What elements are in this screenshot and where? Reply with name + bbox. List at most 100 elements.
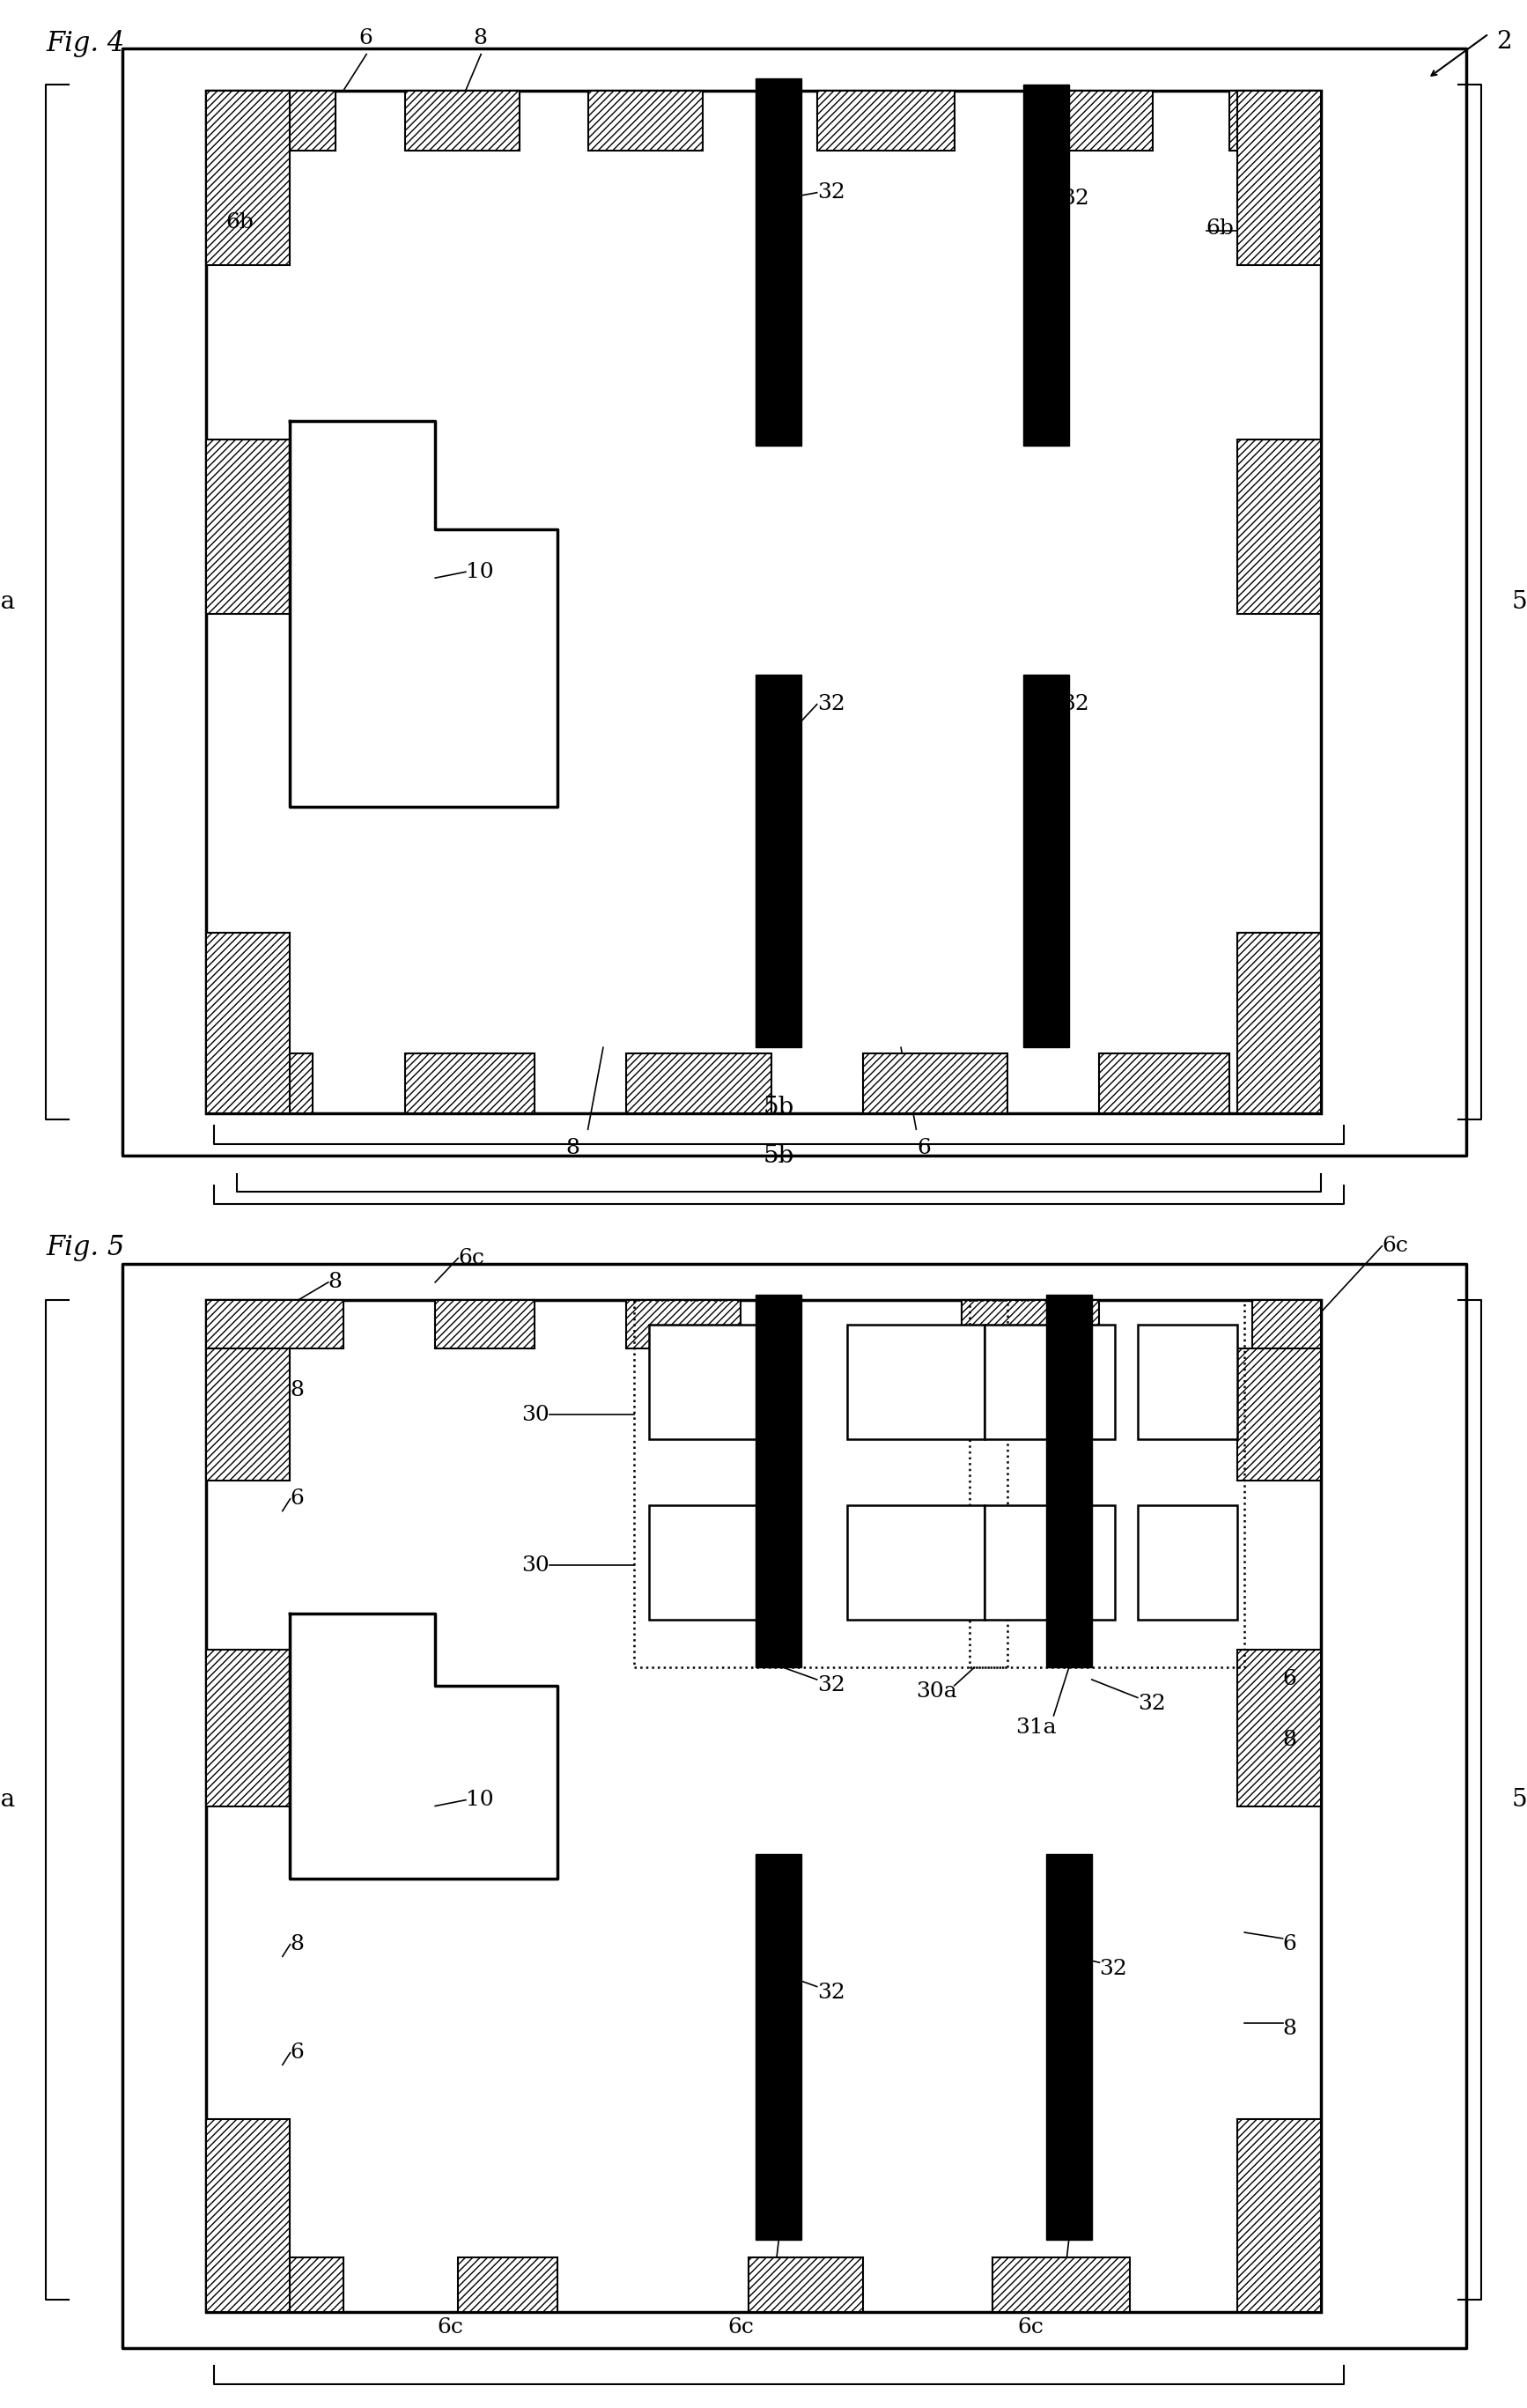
Text: 6: 6: [359, 29, 373, 48]
Bar: [649, 1324, 786, 1438]
Bar: [847, 1324, 985, 1438]
Bar: [626, 1300, 741, 1348]
Bar: [1138, 1505, 1237, 1618]
Text: 8: 8: [1283, 2018, 1296, 2040]
Text: 10: 10: [466, 1789, 493, 1811]
Bar: [206, 438, 290, 614]
Text: 30a: 30a: [916, 1681, 957, 1702]
Text: 8: 8: [290, 1934, 304, 1955]
Bar: [1237, 438, 1321, 614]
Bar: [1229, 89, 1321, 149]
Bar: [847, 1505, 985, 1618]
Text: Fig. 5: Fig. 5: [46, 1233, 124, 1262]
Bar: [634, 1300, 1008, 1666]
Bar: [962, 1300, 1099, 1348]
Text: 2: 2: [1496, 31, 1512, 53]
Text: 10: 10: [466, 561, 493, 583]
Polygon shape: [756, 77, 802, 445]
Bar: [206, 1055, 313, 1112]
Text: 32: 32: [1138, 1693, 1165, 1714]
Bar: [817, 89, 954, 149]
Text: 5a: 5a: [0, 590, 15, 614]
Bar: [206, 1300, 344, 1348]
Bar: [206, 89, 290, 265]
Text: 6: 6: [290, 2042, 304, 2064]
Bar: [985, 1505, 1115, 1618]
Text: 30: 30: [522, 1556, 550, 1575]
Bar: [588, 89, 702, 149]
Bar: [405, 1055, 534, 1112]
Text: 6c: 6c: [458, 1247, 484, 1269]
Polygon shape: [756, 1293, 802, 1666]
Bar: [863, 1055, 1008, 1112]
Text: 6c: 6c: [1017, 2316, 1044, 2338]
Polygon shape: [1023, 84, 1069, 445]
Text: 5a: 5a: [1512, 1789, 1527, 1811]
Bar: [206, 1348, 290, 1481]
Bar: [649, 1505, 786, 1618]
Bar: [748, 2259, 863, 2312]
Bar: [1237, 1649, 1321, 1806]
Text: 5a: 5a: [0, 1789, 15, 1811]
Bar: [405, 89, 519, 149]
Text: 30: 30: [522, 1404, 550, 1426]
Bar: [985, 1324, 1115, 1438]
Text: 6b: 6b: [1206, 219, 1234, 238]
Polygon shape: [1046, 1293, 1092, 1666]
Text: 5b: 5b: [764, 1096, 794, 1120]
Text: 8: 8: [290, 1380, 304, 1401]
Text: 6b: 6b: [226, 212, 253, 234]
Bar: [1099, 1055, 1229, 1112]
Bar: [206, 2119, 290, 2312]
Bar: [458, 2259, 557, 2312]
Bar: [1237, 1348, 1321, 1481]
Bar: [206, 2259, 344, 2312]
Bar: [970, 1300, 1245, 1666]
Polygon shape: [1046, 1854, 1092, 2239]
Text: 32: 32: [1061, 188, 1089, 209]
Text: 6: 6: [290, 1488, 304, 1510]
Bar: [206, 1649, 290, 1806]
Text: 8: 8: [1283, 1729, 1296, 1751]
Bar: [122, 1264, 1466, 2348]
Text: 32: 32: [1099, 1958, 1127, 1979]
Text: 8: 8: [473, 29, 487, 48]
Text: Fig. 4: Fig. 4: [46, 31, 124, 58]
Bar: [206, 932, 290, 1112]
Text: 6c: 6c: [727, 2316, 754, 2338]
Text: 31: 31: [904, 1392, 931, 1413]
Text: 6c: 6c: [1382, 1235, 1408, 1257]
Bar: [206, 89, 1321, 1112]
Text: 32: 32: [817, 694, 844, 715]
Text: 6: 6: [916, 1139, 931, 1158]
Text: 6c: 6c: [437, 2316, 464, 2338]
Bar: [206, 1300, 1321, 2312]
Text: 32: 32: [817, 183, 844, 202]
Text: 5a: 5a: [1512, 590, 1527, 614]
Text: 6: 6: [1283, 1669, 1296, 1690]
Text: 31a: 31a: [1015, 1717, 1057, 1739]
Text: 32: 32: [817, 1676, 844, 1695]
Polygon shape: [1023, 674, 1069, 1047]
Text: 32: 32: [817, 1982, 844, 2003]
Bar: [435, 1300, 534, 1348]
Polygon shape: [756, 1854, 802, 2239]
Bar: [1237, 932, 1321, 1112]
Bar: [206, 89, 336, 149]
Bar: [626, 1055, 771, 1112]
Text: 5b: 5b: [764, 1144, 794, 1168]
Text: 31: 31: [904, 1548, 931, 1570]
Bar: [1267, 2259, 1321, 2312]
Text: 32: 32: [1061, 694, 1089, 715]
Bar: [1252, 1300, 1321, 1348]
Bar: [1237, 2119, 1321, 2312]
Bar: [1038, 89, 1153, 149]
Bar: [1138, 1324, 1237, 1438]
Polygon shape: [756, 674, 802, 1047]
Bar: [122, 48, 1466, 1156]
Bar: [1237, 89, 1321, 265]
Text: 6: 6: [1283, 1934, 1296, 1955]
Bar: [993, 2259, 1130, 2312]
Text: 8: 8: [565, 1139, 580, 1158]
Text: 8: 8: [328, 1271, 342, 1293]
